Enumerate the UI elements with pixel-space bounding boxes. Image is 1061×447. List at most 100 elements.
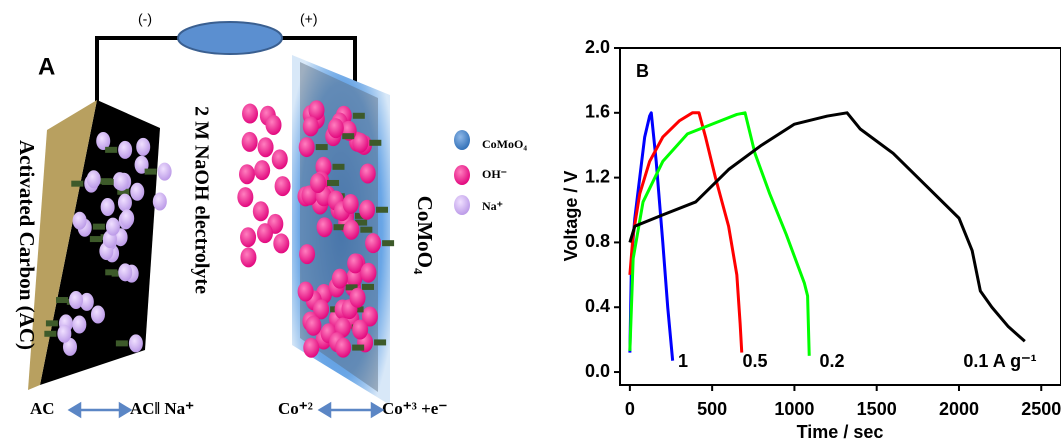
x-tick-label: 0 [625, 399, 635, 419]
oh-ion [350, 288, 366, 308]
oh-ion [303, 338, 319, 358]
oh-ion [242, 104, 258, 124]
reaction-arrow [70, 404, 382, 416]
ion-arrow [116, 340, 128, 346]
y-tick-label: 2.0 [585, 37, 610, 57]
oh-ion [332, 269, 348, 289]
y-tick-label: 1.2 [585, 166, 610, 186]
ion-arrow [105, 269, 117, 275]
legend-label: CoMoO₄ [482, 137, 527, 151]
ion-arrow [145, 169, 157, 175]
oh-ion [258, 137, 274, 157]
electrode-label: Activated Carbon (AC) [15, 140, 39, 350]
electrode-label: CoMoO₄ [413, 196, 437, 275]
oh-ion [303, 116, 319, 136]
load [178, 22, 282, 54]
na-ion [73, 212, 87, 230]
oh-ion [240, 247, 256, 267]
na-ion [129, 334, 143, 352]
ion-arrow [105, 147, 117, 153]
ion-arrow [374, 339, 386, 345]
electrolyte-label: 2 M NaOH electrolyte [190, 106, 212, 294]
legend-label: Na⁺ [482, 199, 503, 213]
ion-arrow [360, 227, 372, 233]
na-ion [136, 138, 150, 156]
na-ion [118, 263, 132, 281]
ion-arrow [46, 320, 58, 326]
oh-ion [242, 132, 258, 152]
reaction-label: AC‖ Na⁺ [130, 399, 194, 418]
oh-ion [299, 137, 315, 157]
ion-arrow [93, 224, 105, 230]
oh-ion [266, 115, 282, 135]
y-tick-label: 0.4 [585, 296, 610, 316]
na-ion [158, 163, 172, 181]
ion-arrow [352, 345, 364, 351]
oh-ion [298, 282, 314, 302]
na-ion [106, 218, 120, 236]
wire [97, 38, 180, 102]
ion-arrow [44, 331, 56, 337]
series-line [630, 113, 742, 353]
na-ion [91, 305, 105, 323]
oh-ion [239, 164, 255, 184]
oh-ion [359, 200, 375, 220]
ion-arrow [369, 140, 381, 146]
oh-ion [273, 233, 289, 253]
x-tick-label: 500 [697, 399, 727, 419]
x-tick-label: 1000 [774, 399, 814, 419]
oh-ion [328, 118, 344, 138]
series-label: 0.5 [742, 351, 767, 371]
oh-ion [272, 149, 288, 169]
series-label: 0.1 A g⁻¹ [963, 351, 1036, 371]
ion-arrow [382, 240, 394, 246]
ion-arrow [376, 207, 388, 213]
plot-frame [620, 48, 1061, 385]
na-ion [72, 316, 86, 334]
na-ion [101, 198, 115, 216]
x-tick-label: 2000 [939, 399, 979, 419]
ion-arrow [90, 236, 102, 242]
ion-arrow [71, 181, 83, 187]
oh-ion [275, 176, 291, 196]
y-tick-label: 0.8 [585, 231, 610, 251]
na-ion [118, 194, 132, 212]
oh-ion [360, 263, 376, 283]
ion-arrow [316, 144, 328, 150]
oh-ion [365, 233, 381, 253]
legend-label: OH⁻ [482, 167, 507, 181]
oh-ion [257, 223, 273, 243]
panel-label: A [38, 53, 55, 80]
na-ion [153, 192, 167, 210]
ion-arrow [342, 133, 354, 139]
oh-ion [343, 194, 359, 214]
ion-arrow [102, 179, 114, 185]
na-ion [118, 141, 132, 159]
oh-ion [360, 163, 376, 183]
terminal-label: (-) [138, 11, 152, 27]
reaction-label: Co⁺² [278, 399, 313, 418]
oh-ion [237, 187, 253, 207]
na-ion [69, 291, 83, 309]
legend-swatch [454, 130, 470, 150]
na-ion [120, 209, 134, 227]
oh-ion [352, 320, 368, 340]
terminal-label: (+) [300, 11, 318, 27]
legend-swatch [454, 195, 470, 215]
oh-ion [299, 244, 315, 264]
ion-arrow [327, 180, 339, 186]
y-axis-label: Voltage / V [561, 171, 581, 262]
series-label: 1 [678, 351, 688, 371]
reaction-label: AC [30, 399, 55, 418]
oh-ion [310, 173, 326, 193]
na-ion [57, 325, 71, 343]
oh-ion [343, 220, 359, 240]
oh-ion [335, 338, 351, 358]
diagram: A (-) (+) 2 M NaOH electrolyte Activated… [15, 11, 527, 418]
series-line [630, 113, 1025, 341]
na-ion [130, 183, 144, 201]
panel-label: B [636, 61, 649, 81]
chart: B Time / sec Voltage / V 050010001500200… [561, 37, 1061, 442]
ion-arrow [362, 284, 374, 290]
oh-ion [317, 217, 333, 237]
